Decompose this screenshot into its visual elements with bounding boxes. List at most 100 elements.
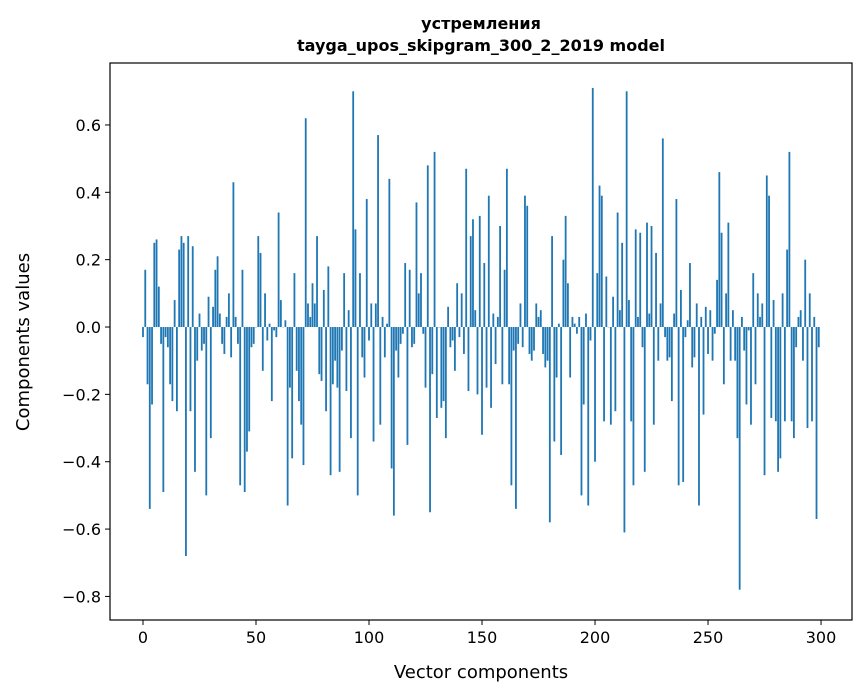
bar <box>533 327 535 351</box>
bar <box>472 219 474 327</box>
bar <box>705 307 707 327</box>
bar <box>355 229 357 327</box>
bar <box>305 118 307 327</box>
bar <box>723 327 725 384</box>
bar <box>730 327 732 361</box>
bar <box>237 327 239 344</box>
y-axis-label: Components values <box>13 253 34 431</box>
bar <box>273 327 275 330</box>
bar <box>316 236 318 327</box>
y-tick-label: 0.2 <box>76 251 101 270</box>
bar <box>574 324 576 327</box>
bar <box>158 287 160 327</box>
bar <box>174 300 176 327</box>
bar <box>757 293 759 327</box>
bar <box>626 91 628 327</box>
chart-title: устремления <box>421 14 541 33</box>
bar <box>196 327 198 361</box>
y-tick-label: 0.6 <box>76 116 101 135</box>
bar <box>217 256 219 327</box>
bar <box>284 320 286 327</box>
bar <box>795 327 797 347</box>
bar <box>370 303 372 327</box>
bar <box>689 263 691 327</box>
x-tick-label: 300 <box>806 628 837 647</box>
bar <box>318 327 320 374</box>
bar <box>350 327 352 438</box>
bar <box>447 307 449 327</box>
bar <box>583 327 585 404</box>
x-tick-label: 100 <box>354 628 385 647</box>
bar <box>440 327 442 408</box>
bar <box>504 270 506 327</box>
bar <box>581 327 583 495</box>
bar <box>409 270 411 327</box>
bar <box>590 327 592 340</box>
bar <box>219 314 221 327</box>
bar <box>377 135 379 327</box>
bar <box>248 327 250 431</box>
bar <box>666 327 668 361</box>
bar <box>655 253 657 327</box>
bar <box>379 327 381 425</box>
bar <box>303 327 305 465</box>
chart-subtitle: tayga_upos_skipgram_300_2_2019 model <box>297 36 665 55</box>
bar <box>517 327 519 344</box>
bar <box>779 327 781 458</box>
bar <box>675 199 677 327</box>
bar <box>278 213 280 327</box>
bar <box>384 327 386 357</box>
bar <box>556 327 558 378</box>
bar <box>784 327 786 421</box>
bar <box>266 327 268 340</box>
bar <box>343 273 345 327</box>
x-tick-label: 250 <box>693 628 724 647</box>
bar <box>816 327 818 519</box>
bar <box>160 327 162 344</box>
bar <box>260 253 262 327</box>
bar <box>253 327 255 344</box>
bar <box>327 266 329 327</box>
bar <box>334 327 336 361</box>
bar <box>178 250 180 327</box>
bar <box>325 327 327 411</box>
bar <box>755 327 757 384</box>
bar <box>770 327 772 418</box>
bar <box>562 260 564 327</box>
bar <box>506 169 508 327</box>
bar <box>244 327 246 492</box>
bar <box>567 283 569 327</box>
bar <box>169 327 171 384</box>
bar <box>775 327 777 421</box>
bar <box>766 175 768 327</box>
bar <box>599 186 601 327</box>
bar <box>477 327 479 394</box>
bar <box>483 263 485 327</box>
bar <box>709 310 711 327</box>
bar <box>275 327 277 337</box>
bar <box>194 327 196 472</box>
bar <box>727 223 729 327</box>
bar <box>323 290 325 327</box>
x-tick-label: 150 <box>467 628 498 647</box>
bar <box>397 327 399 378</box>
bar <box>142 327 144 337</box>
bar <box>499 226 501 327</box>
bar <box>520 303 522 327</box>
bar <box>685 327 687 337</box>
bar <box>644 327 646 472</box>
bar <box>264 293 266 327</box>
bar <box>515 327 517 509</box>
bar <box>366 199 368 327</box>
bar <box>612 297 614 327</box>
bar <box>420 273 422 327</box>
y-tick-label: −0.6 <box>62 520 101 539</box>
bar <box>605 277 607 328</box>
bar <box>393 327 395 516</box>
bar <box>436 327 438 418</box>
bar <box>479 216 481 327</box>
bar <box>321 327 323 381</box>
bar <box>596 273 598 327</box>
bar <box>807 327 809 428</box>
bar <box>314 303 316 327</box>
